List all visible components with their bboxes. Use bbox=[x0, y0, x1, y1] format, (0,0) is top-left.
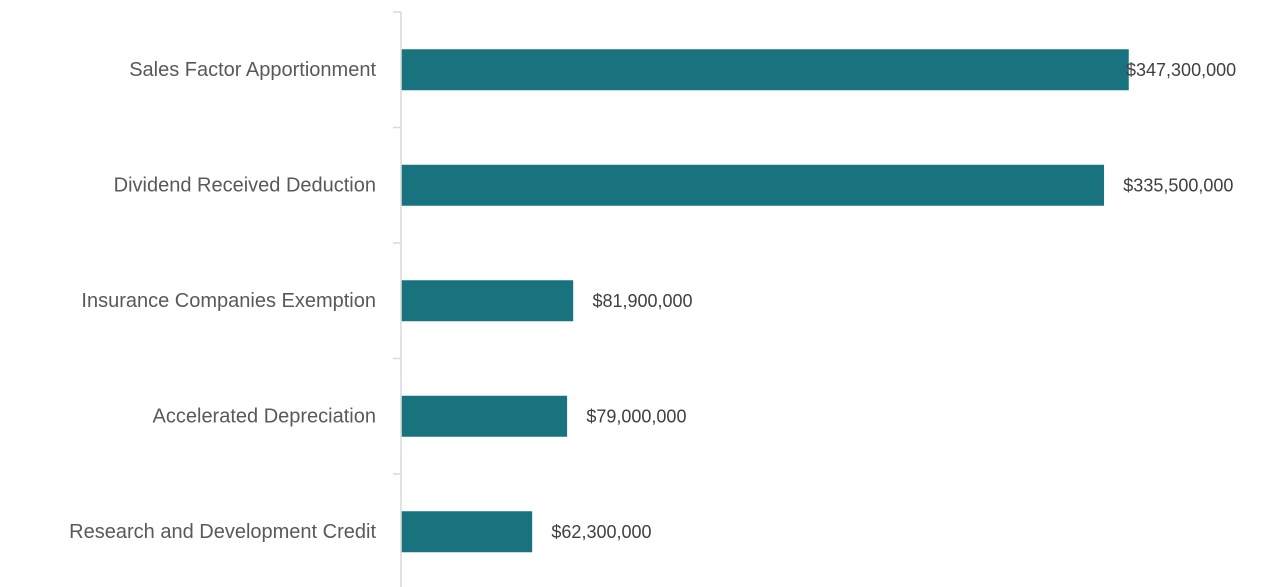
bar-4 bbox=[401, 395, 568, 437]
category-label: Sales Factor Apportionment bbox=[129, 59, 376, 81]
bar-3 bbox=[401, 280, 574, 322]
bars-layer bbox=[401, 49, 1129, 553]
bar-2 bbox=[401, 164, 1105, 206]
category-label: Dividend Received Deduction bbox=[114, 174, 376, 196]
axis-layer bbox=[393, 11, 402, 587]
data-label: $79,000,000 bbox=[586, 406, 686, 426]
bar-1 bbox=[401, 49, 1129, 91]
category-label: Accelerated Depreciation bbox=[153, 405, 376, 427]
category-label: Research and Development Credit bbox=[69, 521, 376, 543]
data-label: $62,300,000 bbox=[551, 522, 651, 542]
category-label: Insurance Companies Exemption bbox=[81, 290, 376, 312]
data-label: $347,300,000 bbox=[1126, 60, 1236, 80]
data-label: $335,500,000 bbox=[1123, 175, 1233, 195]
bar-5 bbox=[401, 511, 533, 553]
data-label: $81,900,000 bbox=[592, 291, 692, 311]
labels-layer: Sales Factor Apportionment $347,300,000 Di… bbox=[69, 59, 1236, 543]
